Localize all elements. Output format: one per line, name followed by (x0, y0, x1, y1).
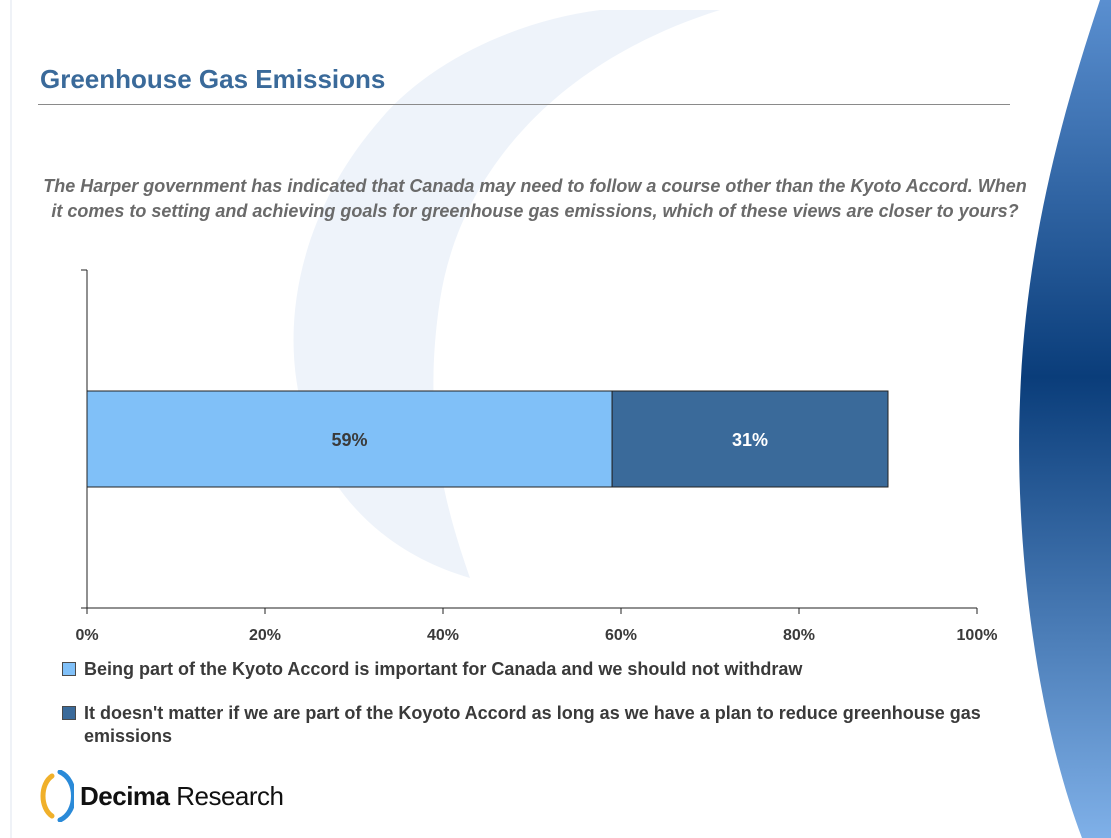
page-title: Greenhouse Gas Emissions (40, 64, 386, 94)
x-tick-label: 80% (783, 627, 815, 644)
x-tick-label: 20% (249, 627, 281, 644)
logo-mark-icon (40, 770, 74, 822)
x-tick-label: 40% (427, 627, 459, 644)
title-divider (38, 104, 1010, 105)
x-tick-label: 0% (75, 627, 98, 644)
legend-swatch-dark (62, 706, 76, 720)
legend-label-1: Being part of the Kyoto Accord is import… (84, 659, 803, 679)
bar-segment-2 (611, 390, 889, 488)
x-tick-label: 60% (605, 627, 637, 644)
survey-question: The Harper government has indicated that… (43, 176, 1027, 221)
legend-item-2: It doesn't matter if we are part of the … (62, 702, 1022, 748)
x-tick-label: 100% (957, 627, 998, 644)
decima-logo: Decima Research (38, 768, 284, 824)
legend: Being part of the Kyoto Accord is import… (62, 658, 1022, 748)
brand-name: Decima Research (80, 780, 284, 811)
legend-swatch-light (62, 662, 76, 676)
bar-data-label-1: 59% (332, 430, 368, 450)
legend-label-2: It doesn't matter if we are part of the … (84, 703, 981, 746)
legend-item-1: Being part of the Kyoto Accord is import… (62, 658, 1022, 681)
side-swoosh (1019, 0, 1111, 838)
bar-segment-1 (86, 390, 613, 488)
bar-data-label-2: 31% (732, 430, 768, 450)
